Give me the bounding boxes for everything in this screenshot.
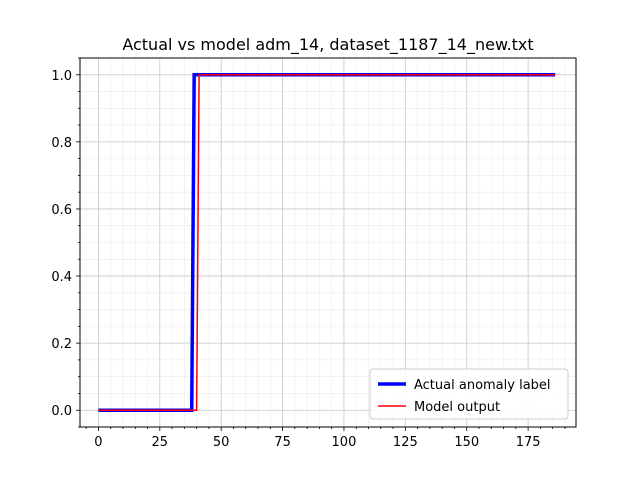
x-tick-label: 0 <box>94 435 102 450</box>
legend-label: Actual anomaly label <box>414 378 551 393</box>
x-tick-label: 25 <box>152 435 169 450</box>
y-tick-label: 0.4 <box>51 270 72 285</box>
y-tick-label: 1.0 <box>51 69 72 84</box>
y-tick-label: 0.6 <box>51 203 72 218</box>
y-tick-label: 0.2 <box>51 337 72 352</box>
legend-label: Model output <box>414 400 500 415</box>
y-tick-label: 0.0 <box>51 404 72 419</box>
y-tick-label: 0.8 <box>51 136 72 151</box>
series-layer <box>98 73 556 412</box>
x-tick-label: 125 <box>393 435 418 450</box>
legend-box <box>369 368 569 420</box>
axis-tick-labels: 0 25 50 75 100 125 150 175 0.0 0.2 0.4 0.6 0.8 1.0 <box>51 69 540 450</box>
axis-ticks <box>76 57 566 431</box>
chart-title: Actual vs model adm_14, dataset_1187_14_… <box>122 35 533 55</box>
x-tick-label: 75 <box>274 435 291 450</box>
legend: Actual anomaly label Model output <box>369 368 569 420</box>
x-tick-label: 175 <box>516 435 541 450</box>
x-tick-label: 50 <box>213 435 230 450</box>
x-tick-label: 100 <box>332 435 357 450</box>
x-tick-label: 150 <box>454 435 479 450</box>
series-line-2 <box>98 74 556 411</box>
